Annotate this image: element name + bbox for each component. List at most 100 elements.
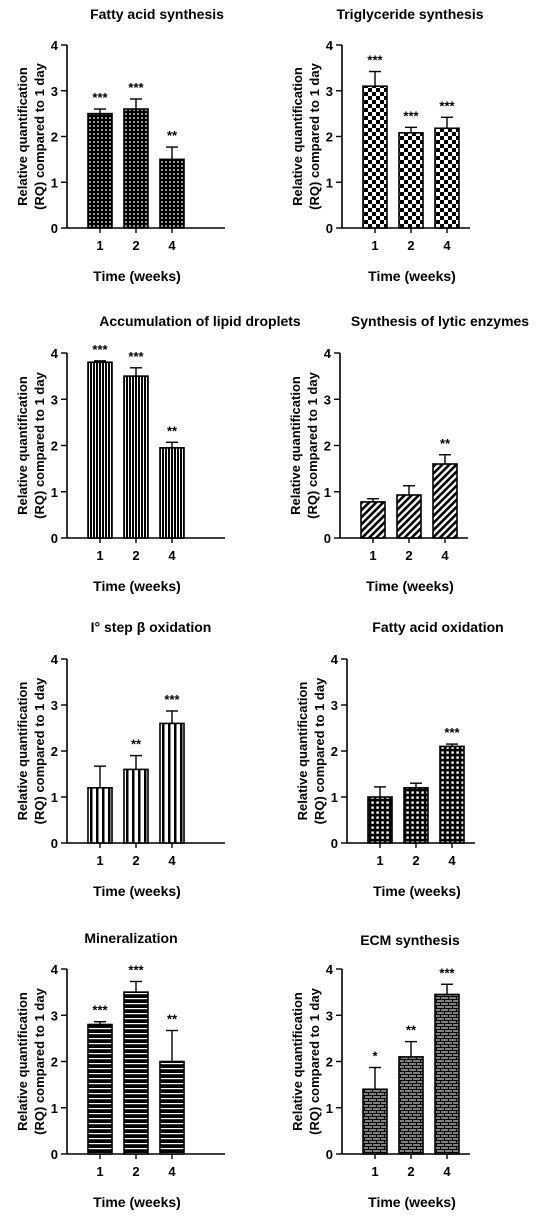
y-tick-label: 0	[331, 836, 338, 851]
y-tick-label: 0	[51, 531, 58, 546]
x-tick-label: 1	[371, 1164, 378, 1179]
significance-label: **	[406, 1023, 417, 1038]
x-tick-label: 2	[132, 1164, 139, 1179]
y-tick-label: 2	[326, 130, 333, 145]
x-axis-label: Time (weeks)	[373, 883, 461, 899]
y-tick-label: 1	[51, 1101, 58, 1116]
significance-label: **	[167, 1012, 178, 1027]
y-tick-label: 0	[326, 1147, 333, 1162]
bar	[123, 108, 149, 229]
y-tick-label: 3	[51, 1008, 58, 1023]
y-tick-label: 0	[326, 221, 333, 236]
x-tick-label: 4	[168, 238, 176, 253]
y-tick-label: 2	[324, 439, 331, 454]
y-tick-label: 4	[51, 346, 59, 361]
y-tick-label: 2	[331, 744, 338, 759]
y-tick-label: 1	[51, 485, 58, 500]
chart-panel: Triglyceride synthesis Relative quantific…	[290, 6, 484, 284]
x-tick-label: 2	[405, 548, 412, 563]
x-axis-label: Time (weeks)	[93, 1194, 181, 1210]
y-tick-label: 1	[326, 1101, 333, 1116]
bar	[87, 786, 113, 844]
x-tick-label: 4	[168, 548, 176, 563]
bar	[362, 1088, 388, 1155]
significance-label: ***	[92, 1003, 108, 1018]
y-tick-label: 1	[331, 790, 338, 805]
chart-panel: Fatty acid oxidation Relative quantificat…	[295, 619, 504, 899]
significance-label: ***	[439, 98, 455, 113]
chart-panel: Mineralization Relative quantification (RQ…	[15, 930, 225, 1210]
significance-label: **	[167, 128, 178, 143]
significance-label: ***	[128, 962, 144, 977]
bar	[362, 85, 388, 229]
chart-title: Fatty acid oxidation	[372, 619, 503, 635]
x-tick-label: 4	[448, 853, 456, 868]
bar	[360, 501, 386, 539]
x-tick-label: 4	[443, 1164, 451, 1179]
y-tick-label: 1	[324, 485, 331, 500]
y-axis-label: Relative quantification	[295, 682, 310, 821]
y-tick-label: 4	[51, 38, 59, 53]
bar	[434, 127, 460, 229]
y-tick-label: 3	[326, 1008, 333, 1023]
y-tick-label: 0	[51, 836, 58, 851]
bar	[434, 993, 460, 1155]
significance-label: ***	[164, 692, 180, 707]
significance-label: ***	[367, 53, 383, 68]
y-tick-label: 3	[51, 392, 58, 407]
bar	[432, 463, 458, 539]
y-axis-label: Relative quantification	[288, 376, 303, 515]
chart-title: Accumulation of lipid droplets	[99, 313, 301, 329]
y-axis-label: (RQ) compared to 1 day	[32, 371, 47, 518]
x-axis-label: Time (weeks)	[368, 1194, 456, 1210]
x-tick-label: 2	[412, 853, 419, 868]
y-tick-label: 4	[51, 652, 59, 667]
bar	[87, 361, 113, 539]
x-tick-label: 4	[168, 1164, 176, 1179]
y-tick-label: 3	[324, 392, 331, 407]
significance-label: ***	[92, 342, 108, 357]
chart-title: I° step β oxidation	[91, 619, 212, 635]
y-tick-label: 2	[51, 130, 58, 145]
x-tick-label: 2	[132, 853, 139, 868]
y-axis-label: Relative quantification	[15, 376, 30, 515]
x-tick-label: 1	[371, 238, 378, 253]
significance-label: **	[440, 436, 451, 451]
y-tick-label: 2	[51, 744, 58, 759]
y-tick-label: 3	[326, 84, 333, 99]
y-tick-label: 2	[51, 1055, 58, 1070]
y-tick-label: 1	[51, 175, 58, 190]
y-tick-label: 0	[51, 221, 58, 236]
y-tick-label: 2	[326, 1055, 333, 1070]
bar	[123, 768, 149, 844]
chart-title: Mineralization	[84, 930, 177, 946]
chart-title: Triglyceride synthesis	[336, 6, 483, 22]
bar	[87, 1023, 113, 1155]
significance-label: ***	[403, 108, 419, 123]
bar	[367, 796, 393, 844]
y-tick-label: 3	[331, 698, 338, 713]
y-axis-label: (RQ) compared to 1 day	[32, 62, 47, 209]
y-tick-label: 1	[51, 790, 58, 805]
y-tick-label: 1	[326, 175, 333, 190]
x-tick-label: 4	[441, 548, 449, 563]
y-axis-label: (RQ) compared to 1 day	[307, 987, 322, 1134]
chart-title: Synthesis of lytic enzymes	[351, 313, 529, 329]
significance-label: *	[372, 1049, 378, 1064]
x-tick-label: 2	[407, 238, 414, 253]
bar	[398, 1056, 424, 1155]
x-tick-label: 1	[96, 853, 103, 868]
chart-title: ECM synthesis	[360, 932, 460, 948]
bar	[123, 991, 149, 1155]
bar	[123, 375, 149, 539]
bar	[398, 132, 424, 229]
x-tick-label: 1	[96, 238, 103, 253]
chart-panel: Accumulation of lipid droplets Relative q…	[15, 313, 301, 594]
y-axis-label: Relative quantification	[15, 67, 30, 206]
y-axis-label: (RQ) compared to 1 day	[312, 677, 327, 824]
x-tick-label: 2	[132, 238, 139, 253]
chart-panel: Synthesis of lytic enzymes Relative quant…	[288, 313, 529, 594]
chart-title: Fatty acid synthesis	[90, 6, 224, 22]
x-tick-label: 1	[376, 853, 383, 868]
